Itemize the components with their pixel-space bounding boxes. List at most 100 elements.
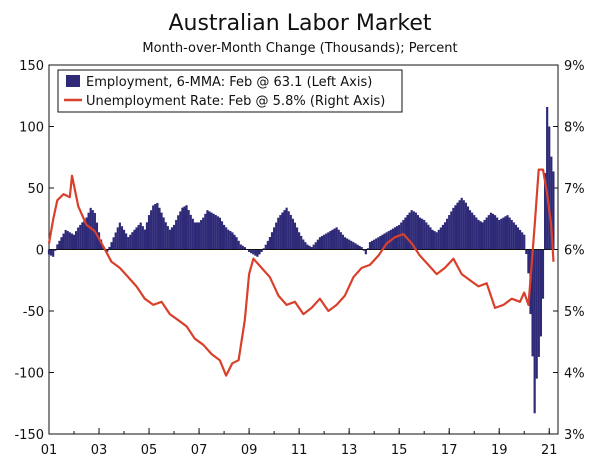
employment-bar [177, 215, 180, 250]
employment-bar [448, 215, 451, 250]
employment-bar [116, 227, 119, 250]
employment-bar [381, 234, 384, 250]
employment-bar [75, 231, 78, 250]
employment-bar [185, 205, 188, 250]
employment-bar [239, 244, 242, 250]
employment-bar [464, 202, 467, 250]
employment-bar [270, 232, 274, 250]
employment-bar [479, 221, 482, 250]
employment-bar [254, 249, 257, 256]
employment-bar [195, 222, 199, 250]
employment-bar [427, 224, 430, 250]
employment-bar [87, 212, 90, 250]
employment-bar [475, 217, 478, 250]
employment-bar [510, 219, 513, 250]
employment-bar [162, 217, 165, 250]
employment-bar [506, 215, 509, 250]
employment-bar [283, 210, 286, 250]
employment-bar [202, 217, 205, 250]
employment-bar [491, 213, 495, 250]
employment-bar [383, 233, 386, 250]
employment-bar [543, 173, 547, 250]
employment-bar [314, 242, 317, 250]
employment-bar [541, 249, 545, 299]
x-tick-label: 17 [441, 443, 458, 458]
employment-bar [512, 222, 515, 250]
employment-bar [250, 249, 253, 254]
employment-bar [68, 232, 71, 250]
employment-bar [106, 249, 109, 252]
employment-bar [281, 212, 284, 250]
employment-bar [193, 222, 196, 250]
employment-bar [110, 242, 113, 250]
employment-bar [431, 229, 434, 250]
employment-bar [189, 214, 192, 250]
employment-bar [181, 207, 184, 250]
employment-bar [443, 222, 447, 250]
employment-bar [83, 219, 86, 250]
employment-bar [473, 215, 476, 250]
employment-bar [54, 249, 57, 251]
employment-bar [279, 215, 282, 250]
left-tick-label: -100 [14, 367, 44, 382]
employment-bar [135, 227, 138, 250]
legend-label-unemployment: Unemployment Rate: Feb @ 5.8% (Right Axi… [86, 94, 385, 109]
right-tick-label: 3% [564, 428, 585, 443]
legend: Employment, 6-MMA: Feb @ 63.1 (Left Axis… [57, 69, 403, 113]
employment-bar [81, 222, 84, 250]
employment-bar [471, 212, 474, 250]
employment-bar [352, 242, 355, 250]
employment-bar [108, 246, 111, 250]
employment-bar [454, 205, 457, 250]
employment-bar [275, 222, 278, 250]
employment-bar [214, 215, 217, 250]
legend-swatch-employment [66, 75, 80, 87]
employment-bar [531, 249, 534, 357]
employment-bar [237, 240, 240, 250]
employment-bar [550, 156, 553, 250]
employment-bar [425, 222, 428, 250]
employment-bar [120, 226, 124, 250]
employment-bar [304, 242, 307, 250]
employment-bar [262, 248, 265, 250]
x-tick-label: 19 [491, 443, 508, 458]
employment-bar [316, 239, 319, 250]
x-tick-label: 13 [341, 443, 358, 458]
employment-bar [527, 249, 530, 274]
employment-bar [368, 242, 372, 250]
employment-bar [179, 211, 182, 250]
employment-bar [487, 215, 490, 250]
employment-bar [152, 205, 155, 250]
employment-bar [208, 211, 211, 250]
employment-bar [552, 171, 555, 250]
employment-bar [227, 229, 230, 250]
employment-bar [139, 222, 142, 250]
employment-bar [477, 219, 480, 250]
x-tick-label: 09 [241, 443, 258, 458]
employment-bar [85, 217, 88, 250]
employment-bar [56, 244, 59, 250]
employment-bar [52, 249, 55, 257]
right-tick-label: 6% [564, 244, 585, 259]
employment-bar [266, 240, 269, 250]
employment-bar [360, 247, 363, 250]
employment-bar [77, 227, 80, 250]
employment-bar [516, 227, 520, 250]
employment-bar [66, 231, 69, 250]
x-tick-label: 03 [91, 443, 108, 458]
employment-bar [502, 217, 505, 250]
right-tick-label: 5% [564, 305, 585, 320]
right-tick-label: 7% [564, 182, 585, 197]
employment-bar [435, 232, 438, 250]
employment-bar [525, 249, 528, 255]
employment-bar [320, 235, 324, 250]
employment-bar [539, 249, 543, 337]
employment-bar [256, 249, 259, 257]
employment-bar [168, 229, 171, 250]
employment-bar [212, 213, 215, 250]
employment-bar [114, 232, 117, 250]
employment-bar [60, 237, 63, 250]
employment-bar [70, 233, 74, 250]
employment-bar [456, 202, 459, 250]
